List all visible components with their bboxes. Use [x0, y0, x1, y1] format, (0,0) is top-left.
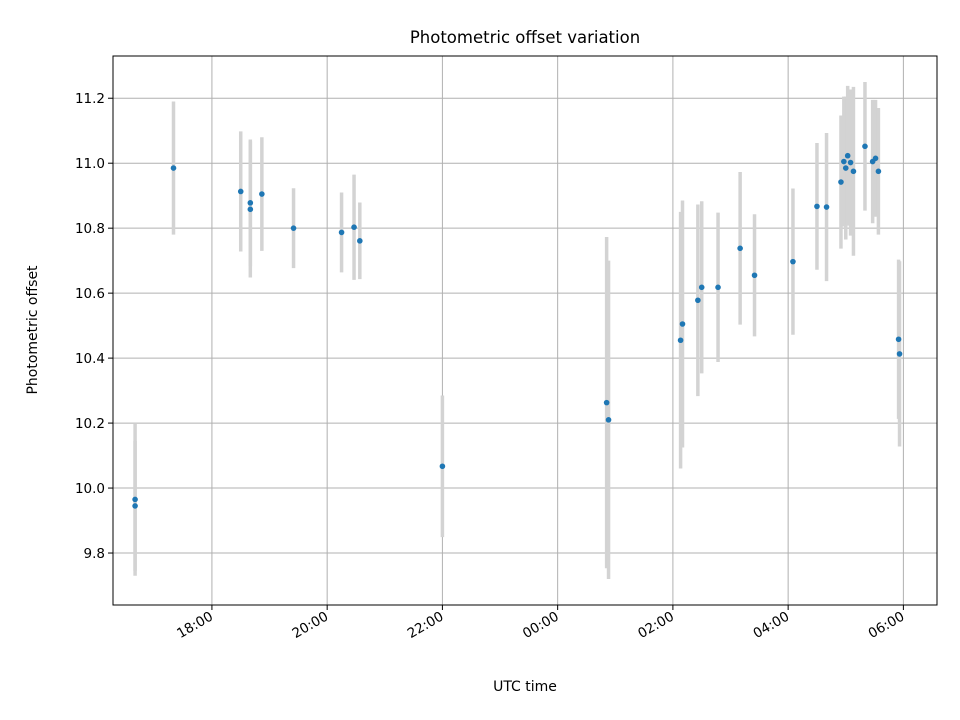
data-point: [715, 284, 721, 291]
data-point: [751, 272, 758, 279]
data-point: [677, 337, 684, 344]
data-point: [132, 503, 138, 509]
data-point: [698, 284, 705, 291]
data-point: [872, 155, 879, 162]
data-point: [259, 191, 265, 197]
y-tick-label: 10.0: [75, 481, 105, 497]
data-point: [132, 496, 138, 503]
data-point: [862, 143, 868, 150]
y-tick-label: 11.2: [75, 91, 105, 107]
y-tick-label: 10.6: [75, 286, 105, 302]
data-point: [338, 229, 345, 236]
y-axis-ticks: 9.8 10.0 10.2 10.4 10.6 10.8 11.0 11.2: [75, 91, 113, 562]
data-point: [170, 165, 177, 171]
data-point: [603, 399, 610, 406]
data-point: [896, 351, 903, 357]
data-point: [790, 258, 796, 265]
axes-frame: [112, 55, 938, 606]
data-point: [838, 179, 844, 185]
x-axis-label: UTC time: [493, 679, 557, 695]
data-point: [737, 245, 743, 252]
data-point: [850, 168, 857, 175]
data-point: [814, 203, 820, 210]
data-point: [844, 152, 851, 159]
data-point: [679, 321, 686, 327]
data-point: [842, 165, 849, 171]
data-point: [875, 168, 882, 175]
data-point: [351, 224, 357, 230]
data-point: [895, 336, 902, 343]
data-point: [247, 206, 254, 213]
data-point: [237, 188, 244, 195]
data-points: [132, 143, 903, 509]
data-point: [823, 204, 830, 210]
data-point: [357, 238, 363, 244]
grid: [113, 56, 937, 605]
y-tick-label: 10.4: [75, 351, 105, 367]
data-point: [290, 225, 297, 231]
data-point: [841, 158, 847, 165]
data-point: [605, 417, 612, 423]
chart-title: Photometric offset variation: [410, 28, 640, 47]
data-point: [247, 200, 254, 206]
data-point: [695, 297, 701, 304]
data-point: [439, 463, 446, 470]
y-tick-label: 9.8: [84, 546, 105, 562]
y-tick-label: 11.0: [75, 156, 105, 172]
y-tick-label: 10.8: [75, 221, 105, 237]
y-tick-label: 10.2: [75, 416, 105, 432]
data-point: [847, 159, 854, 166]
y-axis-label: Photometric offset: [25, 265, 41, 395]
